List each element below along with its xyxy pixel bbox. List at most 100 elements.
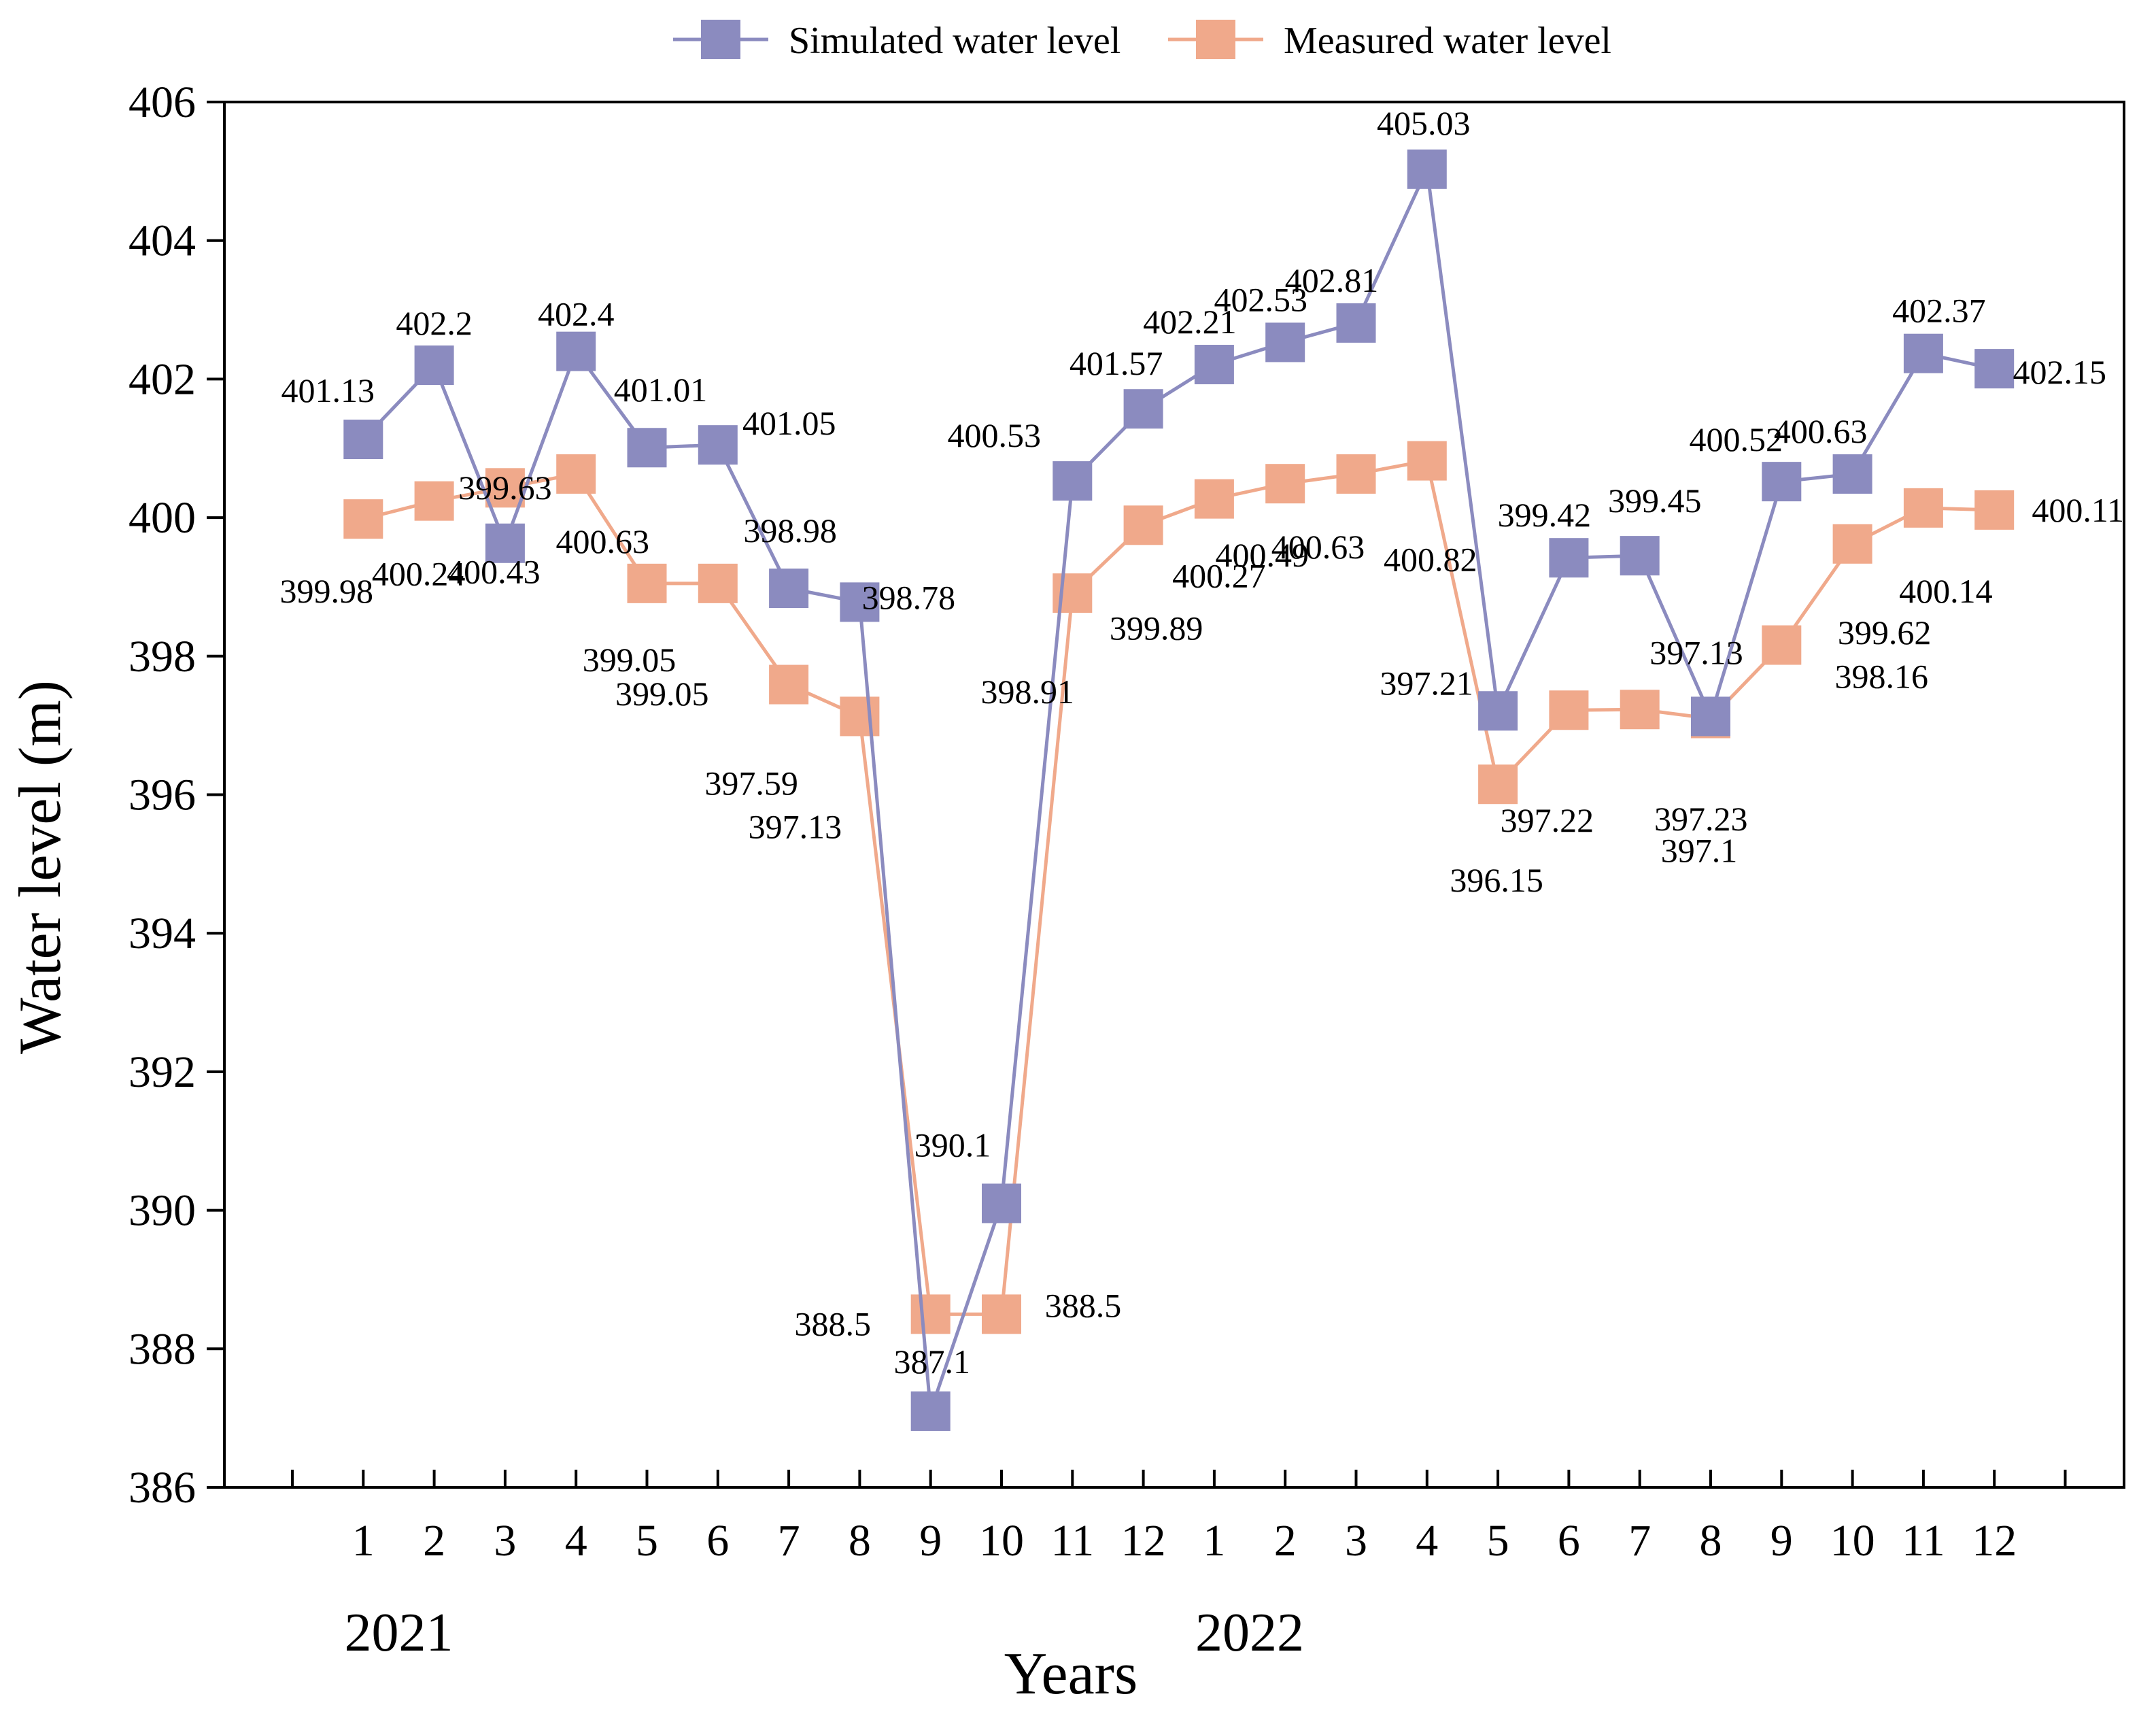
data-point-measured-water-level xyxy=(1336,454,1376,494)
x-tick-label: 1 xyxy=(352,1516,375,1566)
x-tick-label: 12 xyxy=(1121,1516,1166,1566)
data-label-measured-water-level: 397.22 xyxy=(1501,801,1594,839)
series-layer xyxy=(343,149,2015,1431)
x-axis-title: Years xyxy=(1004,1641,1137,1707)
y-tick-label: 400 xyxy=(129,493,196,543)
data-label-simulated-water-level: 401.57 xyxy=(1070,344,1163,382)
data-label-simulated-water-level: 400.53 xyxy=(948,416,1042,454)
data-point-measured-water-level xyxy=(769,664,809,705)
data-point-simulated-water-level xyxy=(1194,345,1234,385)
data-point-simulated-water-level xyxy=(910,1391,951,1431)
data-label-simulated-water-level: 402.81 xyxy=(1285,261,1379,299)
data-label-simulated-water-level: 402.4 xyxy=(538,295,615,333)
data-labels-layer: 401.13 402.2 399.63 402.4 401.01 401.05 398.98… xyxy=(280,104,2124,1381)
data-point-simulated-water-level xyxy=(1123,389,1163,429)
legend-swatch-marker xyxy=(701,20,740,59)
x-tick-label: 2 xyxy=(423,1516,445,1566)
data-label-measured-water-level: 399.62 xyxy=(1838,613,1932,652)
legend-label: Measured water level xyxy=(1284,20,1611,62)
data-point-simulated-water-level xyxy=(1053,461,1093,501)
data-point-simulated-water-level xyxy=(840,582,880,622)
data-label-measured-water-level: 388.5 xyxy=(794,1304,871,1343)
data-point-measured-water-level xyxy=(1194,479,1234,519)
data-label-measured-water-level: 400.43 xyxy=(447,552,541,590)
data-label-measured-water-level: 400.63 xyxy=(555,522,649,560)
x-tick-label: 5 xyxy=(1487,1516,1509,1566)
data-point-measured-water-level xyxy=(1903,488,1943,528)
data-point-measured-water-level xyxy=(414,481,454,521)
data-point-measured-water-level xyxy=(1762,625,1802,665)
data-label-measured-water-level: 400.27 xyxy=(1172,557,1266,595)
data-point-simulated-water-level xyxy=(1974,349,2015,389)
data-point-simulated-water-level xyxy=(343,420,383,460)
y-tick-label: 388 xyxy=(129,1324,196,1374)
data-point-measured-water-level xyxy=(1123,505,1163,545)
data-label-measured-water-level: 397.23 xyxy=(1654,800,1748,838)
data-point-measured-water-level xyxy=(840,696,880,737)
data-label-simulated-water-level: 405.03 xyxy=(1377,104,1471,142)
data-label-simulated-water-level: 400.52 xyxy=(1690,420,1783,458)
data-label-measured-water-level: 388.5 xyxy=(1045,1286,1122,1324)
data-point-simulated-water-level xyxy=(769,568,809,608)
x-tick-label: 3 xyxy=(1345,1516,1367,1566)
data-point-measured-water-level xyxy=(1620,690,1660,730)
x-tick-label: 10 xyxy=(979,1516,1024,1566)
data-point-measured-water-level xyxy=(698,563,738,603)
y-tick-label: 402 xyxy=(129,354,196,404)
data-point-simulated-water-level xyxy=(1832,454,1872,494)
data-label-simulated-water-level: 402.2 xyxy=(396,304,473,342)
data-label-measured-water-level: 397.1 xyxy=(1661,831,1738,869)
data-point-simulated-water-level xyxy=(1478,691,1518,731)
data-label-measured-water-level: 398.16 xyxy=(1835,658,1929,696)
data-label-simulated-water-level: 387.1 xyxy=(893,1343,970,1381)
data-label-simulated-water-level: 399.63 xyxy=(458,469,552,507)
legend-swatch-marker xyxy=(1196,20,1235,59)
legend-label: Simulated water level xyxy=(789,20,1120,62)
x-tick-label: 11 xyxy=(1902,1516,1945,1566)
data-label-simulated-water-level: 401.13 xyxy=(281,371,375,409)
data-point-simulated-water-level xyxy=(1620,536,1660,576)
data-point-simulated-water-level xyxy=(1903,333,1943,373)
y-tick-label: 392 xyxy=(129,1047,196,1097)
data-point-simulated-water-level xyxy=(1265,322,1305,362)
y-axis-title: Water level (m) xyxy=(7,680,73,1054)
legend: Simulated water level Measured water leve… xyxy=(673,20,1611,62)
data-label-measured-water-level: 399.89 xyxy=(1110,609,1203,647)
y-tick-label: 406 xyxy=(129,78,196,127)
data-label-simulated-water-level: 402.21 xyxy=(1143,303,1237,341)
x-tick-label: 2 xyxy=(1274,1516,1297,1566)
x-tick-label: 1 xyxy=(1203,1516,1225,1566)
data-point-measured-water-level xyxy=(982,1294,1021,1334)
data-point-measured-water-level xyxy=(1832,524,1872,564)
x-tick-label: 6 xyxy=(1558,1516,1580,1566)
x-tick-label: 7 xyxy=(1628,1516,1651,1566)
data-label-simulated-water-level: 401.05 xyxy=(742,404,836,442)
year-label-2021: 2021 xyxy=(344,1603,453,1663)
data-point-measured-water-level xyxy=(910,1294,951,1334)
data-point-simulated-water-level xyxy=(414,345,454,386)
y-tick-label: 398 xyxy=(129,632,196,681)
legend-item-measured-water-level: Measured water level xyxy=(1168,20,1611,62)
x-tick-label: 4 xyxy=(565,1516,587,1566)
x-tick-label: 7 xyxy=(778,1516,800,1566)
data-label-measured-water-level: 400.14 xyxy=(1899,572,1993,610)
data-point-simulated-water-level xyxy=(627,428,667,468)
data-point-simulated-water-level xyxy=(1336,303,1376,343)
data-point-measured-water-level xyxy=(556,454,596,494)
data-label-simulated-water-level: 400.63 xyxy=(1774,412,1868,450)
data-point-measured-water-level xyxy=(1478,764,1518,805)
x-tick-label: 11 xyxy=(1051,1516,1095,1566)
data-label-measured-water-level: 397.13 xyxy=(749,807,842,845)
data-point-simulated-water-level xyxy=(1407,149,1447,189)
x-tick-label: 9 xyxy=(919,1516,942,1566)
data-label-simulated-water-level: 402.53 xyxy=(1214,280,1307,318)
y-tick-label: 390 xyxy=(129,1186,196,1236)
series-simulated-water-level xyxy=(343,149,2015,1431)
data-label-measured-water-level: 400.49 xyxy=(1215,536,1309,574)
data-label-measured-water-level: 397.59 xyxy=(704,764,798,803)
data-label-simulated-water-level: 397.13 xyxy=(1649,633,1743,671)
x-tick-label: 3 xyxy=(494,1516,516,1566)
data-label-simulated-water-level: 402.15 xyxy=(2013,353,2106,391)
data-label-measured-water-level: 400.63 xyxy=(1271,528,1365,566)
